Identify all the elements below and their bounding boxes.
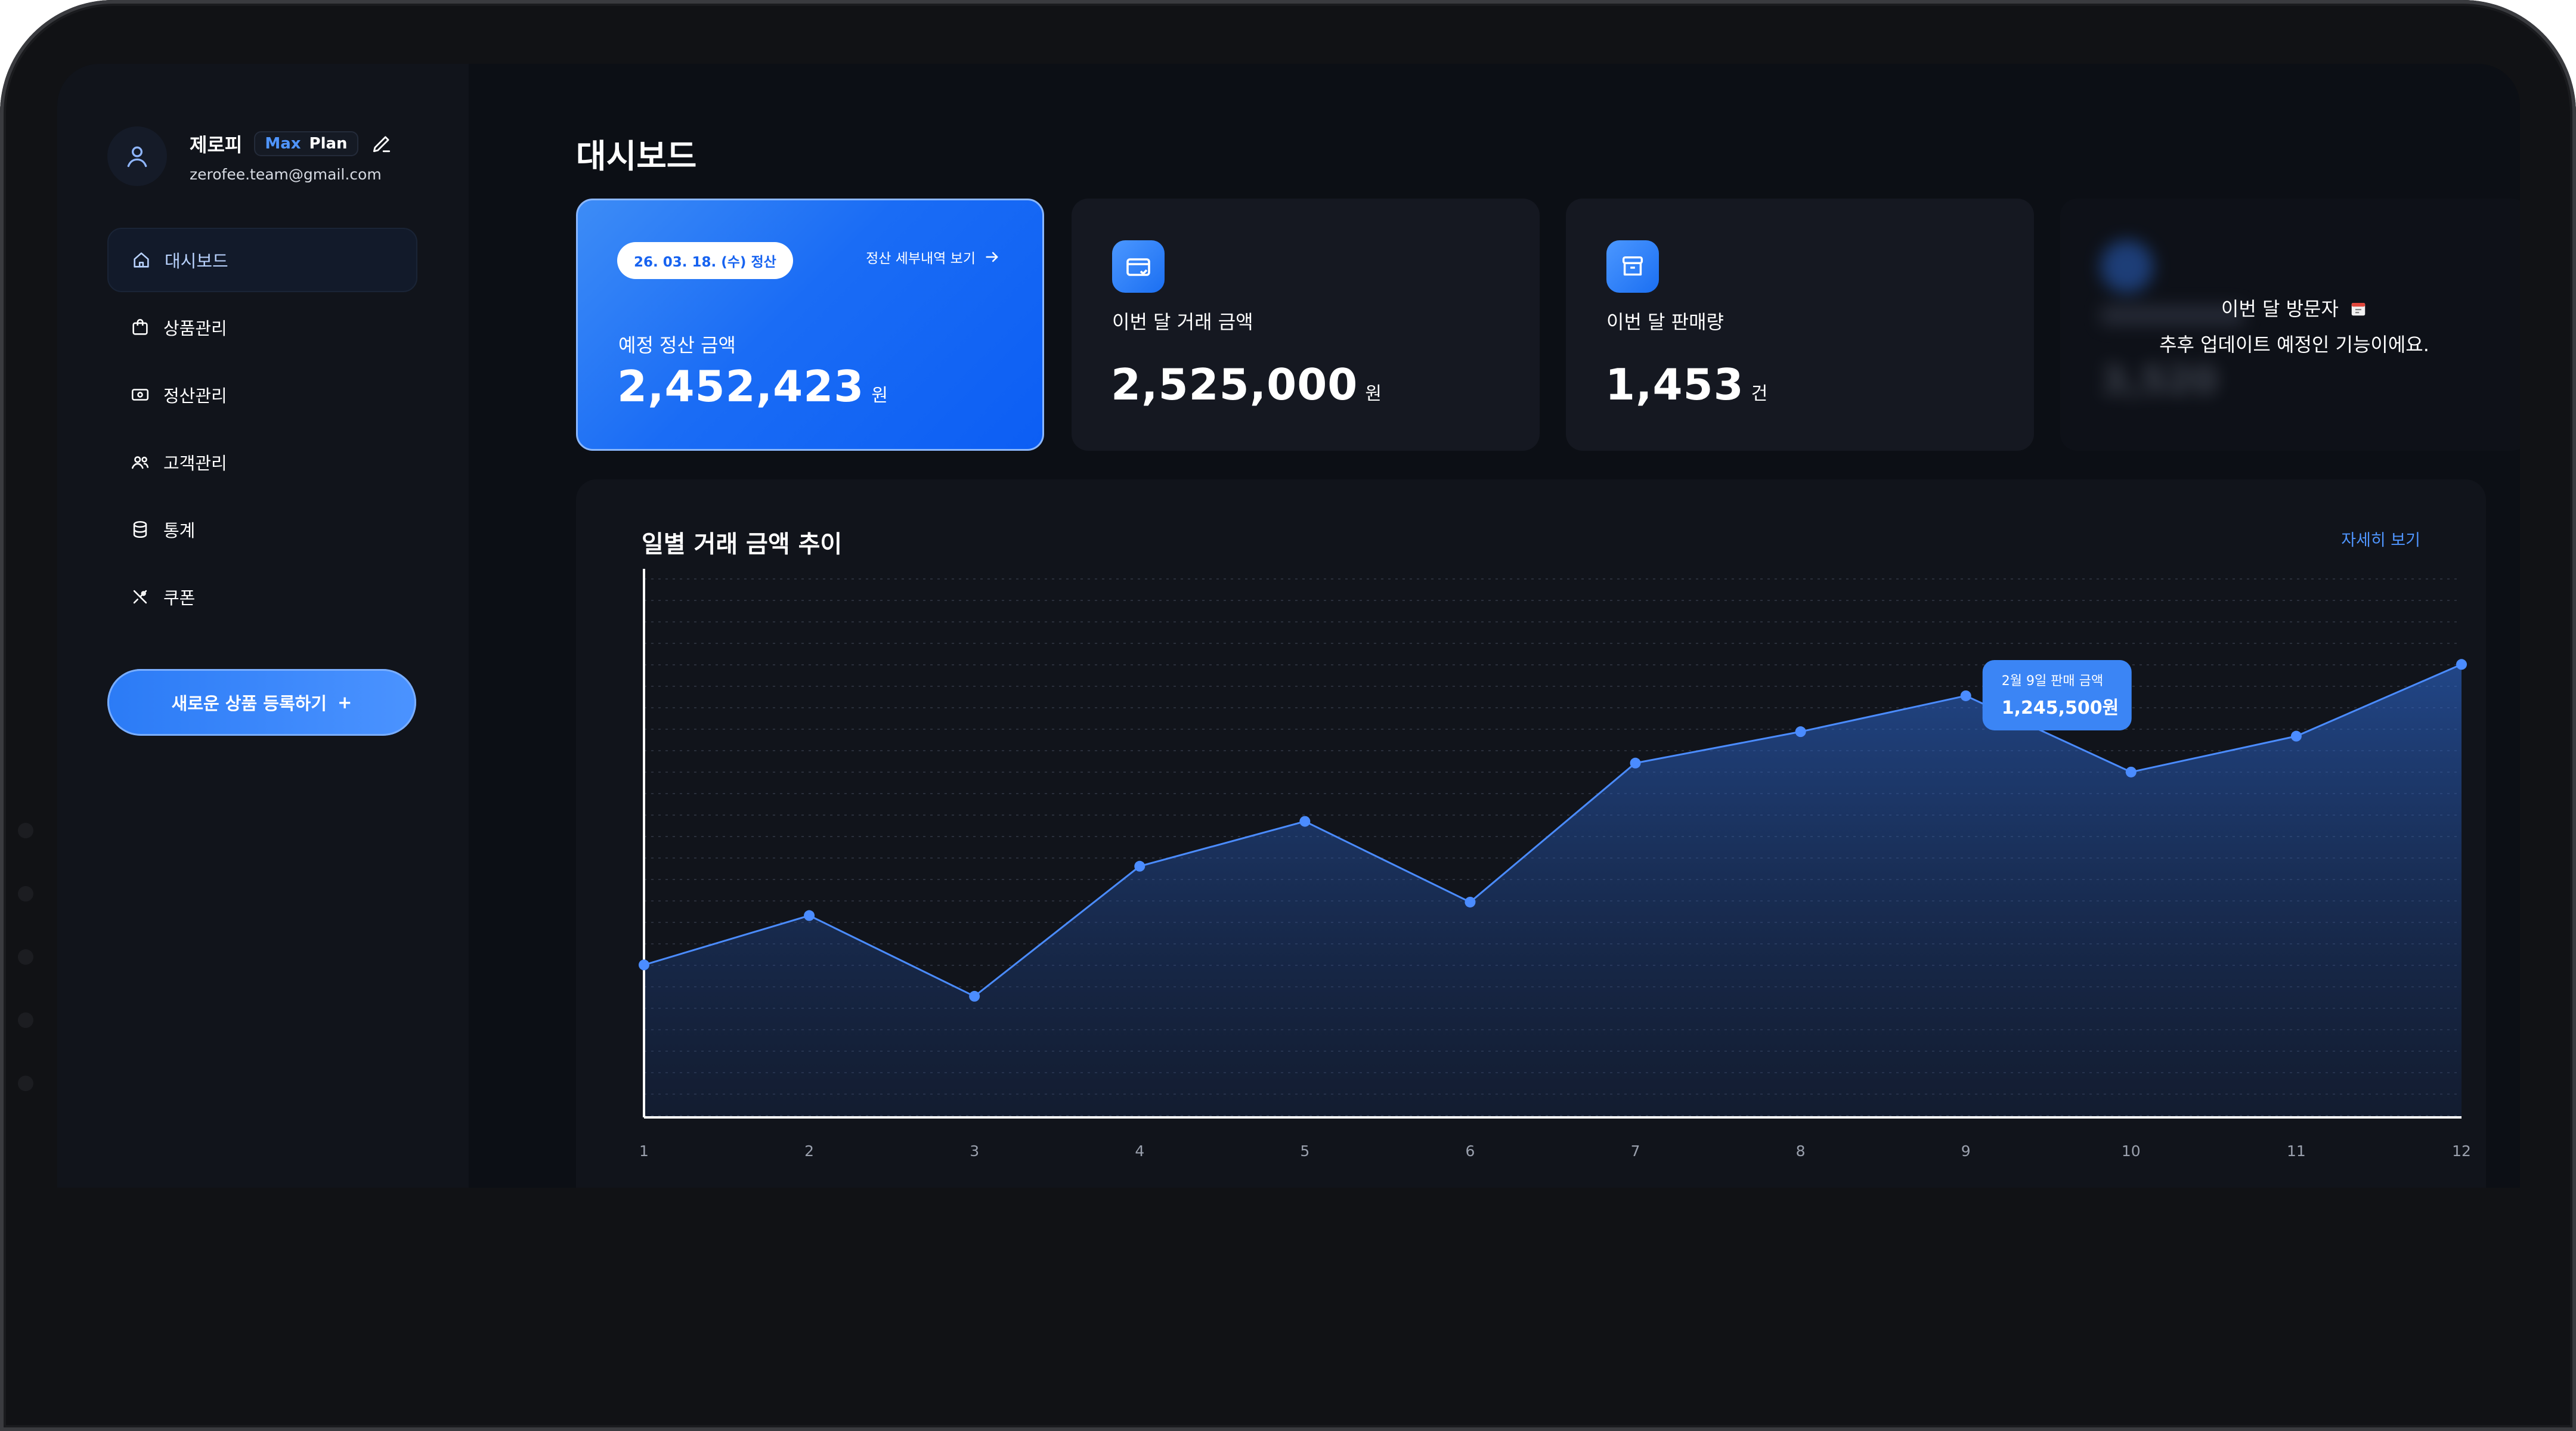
sales-amount-unit: 건 xyxy=(1751,383,1768,404)
profile: 제로피 Max Plan zerofee.team@gmail.com xyxy=(107,126,393,186)
sidebar-nav: 대시보드 상품관리 정산관리 고객관리 통계 쿠폰 xyxy=(107,228,417,632)
sales-label: 이번 달 판매량 xyxy=(1606,311,1724,333)
blurred-icon xyxy=(2101,240,2153,293)
transactions-amount-unit: 원 xyxy=(1365,383,1382,404)
chart-x-tick-label: 10 xyxy=(2122,1142,2141,1160)
chart-title: 일별 거래 금액 추이 xyxy=(642,531,843,558)
chart-x-tick-label: 6 xyxy=(1466,1142,1475,1160)
sidebar-item-label: 대시보드 xyxy=(165,251,228,271)
blurred-label xyxy=(2101,306,2244,325)
chart-point xyxy=(1134,860,1145,872)
transactions-label: 이번 달 거래 금액 xyxy=(1112,311,1253,333)
calendar-icon xyxy=(2351,303,2366,316)
money-icon xyxy=(131,389,149,401)
profile-email: zerofee.team@gmail.com xyxy=(190,165,382,183)
settlement-amount: 2,452,423 원 xyxy=(617,361,888,411)
visitors-card-blurred: 3,520 xyxy=(2060,199,2520,451)
chart-x-tick-label: 7 xyxy=(1631,1142,1640,1160)
plan-badge: Max Plan xyxy=(254,131,358,156)
main-content: 대시보드 26. 03. 18. (수) 정산 정산 세부내역 보기 예정 정산… xyxy=(469,64,2520,1188)
arrow-right-icon xyxy=(986,252,998,262)
chart-x-tick-label: 3 xyxy=(970,1142,979,1160)
avatar[interactable] xyxy=(107,126,167,186)
sidebar-item-dashboard[interactable]: 대시보드 xyxy=(107,228,417,292)
add-product-button-label: 새로운 상품 등록하기 xyxy=(171,693,327,714)
sales-amount: 1,453 건 xyxy=(1605,360,1767,410)
transactions-amount-value: 2,525,000 xyxy=(1111,360,1358,410)
coming-soon-message: 이번 달 방문자 추후 업데이트 예정인 기능이에요. xyxy=(2060,294,2520,357)
transactions-card: 이번 달 거래 금액 2,525,000 원 xyxy=(1072,199,1540,451)
chart-tooltip-label: 2월 9일 판매 금액 xyxy=(2002,674,2103,689)
sidebar-item-customers[interactable]: 고객관리 xyxy=(107,430,417,494)
coming-soon-text: 추후 업데이트 예정인 기능이에요. xyxy=(2159,333,2429,356)
visitors-card: 3,520 이번 달 방문자 추후 업데이트 예정인 기능이에요. xyxy=(2060,199,2520,451)
device-side-buttons xyxy=(18,823,36,1157)
chart-x-tick-label: 11 xyxy=(2287,1142,2306,1160)
chart-point xyxy=(969,990,980,1002)
profile-name: 제로피 xyxy=(190,133,243,156)
user-icon xyxy=(127,146,147,168)
chart-tooltip-value: 1,245,500원 xyxy=(2002,698,2119,718)
plus-icon: + xyxy=(338,692,352,713)
sidebar-item-label: 통계 xyxy=(163,521,196,541)
settlement-amount-value: 2,452,423 xyxy=(617,361,865,411)
transactions-amount: 2,525,000 원 xyxy=(1111,360,1382,410)
chart-point xyxy=(639,959,649,971)
add-product-button[interactable]: 새로운 상품 등록하기 + xyxy=(107,669,416,736)
settlement-detail-link-label: 정산 세부내역 보기 xyxy=(866,251,976,267)
sidebar-item-label: 정산관리 xyxy=(163,386,227,406)
sidebar-item-label: 고객관리 xyxy=(163,453,227,473)
chart-point xyxy=(1795,726,1806,738)
chart-area xyxy=(644,664,2462,1117)
box-icon xyxy=(1606,240,1659,293)
chart-tooltip xyxy=(1982,659,2132,730)
chart-point xyxy=(2290,730,2302,742)
blurred-amount: 3,520 xyxy=(2101,358,2218,402)
bag-icon xyxy=(132,318,148,335)
database-icon xyxy=(133,521,147,538)
chart-x-tick-label: 4 xyxy=(1135,1142,1144,1160)
chart-x-tick-label: 5 xyxy=(1300,1142,1309,1160)
sidebar-item-label: 쿠폰 xyxy=(163,588,196,608)
chart-detail-link[interactable]: 자세히 보기 xyxy=(2341,531,2420,550)
settlement-detail-link[interactable]: 정산 세부내역 보기 xyxy=(866,247,1001,267)
sidebar: 제로피 Max Plan zerofee.team@gmail.com 대시보드… xyxy=(57,64,469,1188)
users-icon xyxy=(131,456,149,469)
chart-x-tick-label: 8 xyxy=(1796,1142,1806,1160)
sidebar-item-coupons[interactable]: 쿠폰 xyxy=(107,565,417,629)
chart-series-line xyxy=(643,663,2462,998)
chart-x-tick-label: 1 xyxy=(639,1142,649,1160)
visitors-title: 이번 달 방문자 xyxy=(2221,298,2339,320)
plan-badge-max: Max xyxy=(265,134,301,153)
sidebar-item-settlement[interactable]: 정산관리 xyxy=(107,363,417,427)
home-icon xyxy=(134,252,149,268)
chart-point xyxy=(804,910,815,921)
chart-point xyxy=(1299,816,1311,827)
sales-card: 이번 달 판매량 1,453 건 xyxy=(1566,199,2034,451)
chart-point xyxy=(1465,896,1476,907)
edit-icon[interactable] xyxy=(370,132,393,155)
card-icon xyxy=(1112,240,1165,293)
chart-point xyxy=(2456,659,2467,670)
chart-x-tick-label: 2 xyxy=(804,1142,814,1160)
sidebar-item-label: 상품관리 xyxy=(163,318,227,339)
settlement-date-badge: 26. 03. 18. (수) 정산 xyxy=(617,242,793,279)
app-screen: 제로피 Max Plan zerofee.team@gmail.com 대시보드… xyxy=(57,64,2520,1188)
settlement-card: 26. 03. 18. (수) 정산 정산 세부내역 보기 예정 정산 금액 2… xyxy=(576,199,1044,451)
chart-point xyxy=(2125,766,2137,778)
sidebar-item-products[interactable]: 상품관리 xyxy=(107,295,417,360)
daily-transactions-chart: 일별 거래 금액 추이 자세히 보기 1 2 3 4 5 6 7 8 9 10 11 12 2월 9일 … xyxy=(576,479,2486,1188)
sidebar-item-statistics[interactable]: 통계 xyxy=(107,497,417,562)
chart-x-tick-label: 12 xyxy=(2452,1142,2471,1160)
chart-x-tick-label: 9 xyxy=(1961,1142,1971,1160)
sales-amount-value: 1,453 xyxy=(1605,360,1744,410)
settlement-label: 예정 정산 금액 xyxy=(618,334,736,357)
tools-icon xyxy=(133,590,147,604)
page-title: 대시보드 xyxy=(576,137,697,175)
chart-point xyxy=(1630,757,1641,769)
plan-badge-word: Plan xyxy=(309,134,348,153)
chart-point xyxy=(1960,690,1971,701)
settlement-amount-unit: 원 xyxy=(871,385,888,406)
